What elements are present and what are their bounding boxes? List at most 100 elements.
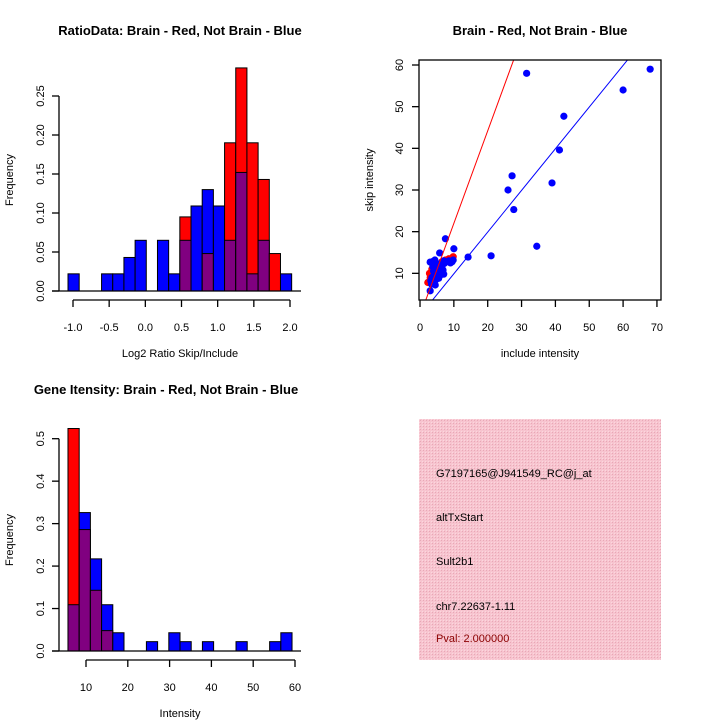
x-tick-label: 70 [651, 322, 663, 334]
pval: Pval: 2.000000 [436, 633, 509, 645]
x-tick-label: 20 [122, 682, 134, 694]
overlap-bar [246, 273, 259, 292]
x-tick-label: 1.5 [246, 322, 261, 334]
not-brain-point [560, 112, 568, 120]
not-brain-fit-line [431, 60, 629, 300]
plot-box [418, 59, 662, 301]
x-axis-label: include intensity [501, 348, 580, 360]
not-brain-point [619, 86, 627, 94]
not-brain-bar [101, 273, 114, 292]
y-tick-label: 0.4 [35, 474, 47, 489]
x-tick-label: 30 [163, 682, 175, 694]
not-brain-bar [279, 273, 293, 292]
y-tick-label: 10 [394, 267, 406, 279]
not-brain-bar [168, 273, 181, 292]
overlap-bar [224, 239, 237, 292]
not-brain-bar [212, 205, 226, 292]
y-tick-label: 0.5 [35, 431, 47, 446]
x-tick-label: 1.0 [210, 322, 225, 334]
x-tick-label: -0.5 [100, 322, 119, 334]
not-brain-bar [168, 632, 181, 652]
y-tick-label: 20 [394, 226, 406, 238]
y-tick-label: 40 [394, 142, 406, 154]
chart-title: Brain - Red, Not Brain - Blue [453, 23, 628, 38]
y-tick-label: 0.1 [35, 601, 47, 616]
not-brain-bar [201, 641, 215, 652]
y-tick-label: 0.25 [35, 85, 47, 106]
not-brain-point [523, 69, 531, 77]
x-tick-label: 0.0 [138, 322, 153, 334]
not-brain-point [434, 267, 442, 275]
not-brain-point [487, 252, 495, 260]
x-tick-label: -1.0 [64, 322, 83, 334]
y-tick-label: 0.05 [35, 241, 47, 262]
y-tick-label: 0.2 [35, 558, 47, 573]
not-brain-bar [235, 641, 248, 652]
y-tick-label: 30 [394, 184, 406, 196]
not-brain-point [429, 257, 437, 265]
y-axis-label: skip intensity [364, 148, 376, 211]
not-brain-point [646, 65, 654, 73]
y-axis-label: Frequency [4, 514, 16, 566]
x-tick-label: 40 [205, 682, 217, 694]
overlap-bar [101, 630, 114, 652]
not-brain-bar [112, 632, 125, 652]
overlap-bar [179, 239, 192, 292]
probe-id: G7197165@J941549_RC@j_at [436, 468, 592, 480]
y-tick-label: 0.20 [35, 124, 47, 145]
location: chr7.22637-1.11 [436, 601, 515, 613]
info-panel: G7197165@J941549_RC@j_at altTxStart Sult… [419, 419, 661, 660]
x-tick-label: 60 [617, 322, 629, 334]
x-tick-label: 60 [289, 682, 301, 694]
gene-intensity-histogram: 10 20 30 40 50 60 0.0 0.1 0.2 0.3 0.4 0.5 Gene Itens… [4, 382, 301, 720]
overlap-bar [201, 253, 214, 292]
not-brain-point [548, 179, 556, 187]
not-brain-point [508, 172, 516, 180]
x-tick-label: 50 [583, 322, 595, 334]
overlap-bar [89, 589, 103, 652]
x-tick-label: 2.0 [282, 322, 297, 334]
chart-title: RatioData: Brain - Red, Not Brain - Blue [58, 23, 301, 38]
not-brain-bar [67, 273, 80, 292]
not-brain-bar [280, 632, 293, 652]
event-type: altTxStart [436, 512, 483, 524]
y-tick-label: 0.00 [35, 280, 47, 301]
info-panel-background [419, 419, 661, 660]
x-tick-label: 10 [80, 682, 92, 694]
y-tick-label: 0.0 [35, 643, 47, 658]
not-brain-bar [145, 641, 159, 652]
not-brain-point [555, 146, 564, 154]
not-brain-point [450, 245, 458, 253]
x-tick-label: 0.5 [174, 322, 189, 334]
y-tick-label: 0.3 [35, 516, 47, 531]
x-tick-label: 40 [549, 322, 561, 334]
brain-fit-line [425, 60, 515, 300]
y-tick-label: 0.15 [35, 163, 47, 184]
chart-title: Gene Itensity: Brain - Red, Not Brain - … [34, 382, 298, 397]
y-tick-label: 50 [394, 101, 406, 113]
overlap-bar [257, 239, 270, 292]
not-brain-bar [179, 641, 192, 652]
not-brain-bar [123, 256, 136, 292]
brain-bar [246, 142, 259, 292]
not-brain-point [436, 249, 444, 257]
not-brain-bar [112, 273, 125, 292]
not-brain-bar [190, 205, 203, 292]
not-brain-bar [134, 239, 147, 292]
overlap-bar [235, 171, 248, 292]
overlap-bar [78, 529, 91, 652]
y-tick-label: 0.10 [35, 202, 47, 223]
brain-bar [268, 253, 281, 292]
not-brain-point [533, 242, 541, 250]
intensity-scatter-plot: 0 10 20 30 40 50 60 70 10 20 30 40 50 60 Brain - Red, … [364, 23, 663, 360]
overlap-bar [67, 604, 80, 652]
not-brain-point [448, 258, 456, 266]
not-brain-bar [269, 641, 282, 652]
not-brain-point [504, 186, 512, 194]
x-tick-label: 20 [482, 322, 494, 334]
x-axis-label: Intensity [160, 708, 201, 720]
y-tick-label: 60 [394, 59, 406, 71]
ratio-histogram: -1.0 -0.5 0.0 0.5 1.0 1.5 2.0 0.00 0.05 0.10 0.15 0… [4, 23, 302, 360]
x-axis-label: Log2 Ratio Skip/Include [122, 348, 238, 360]
